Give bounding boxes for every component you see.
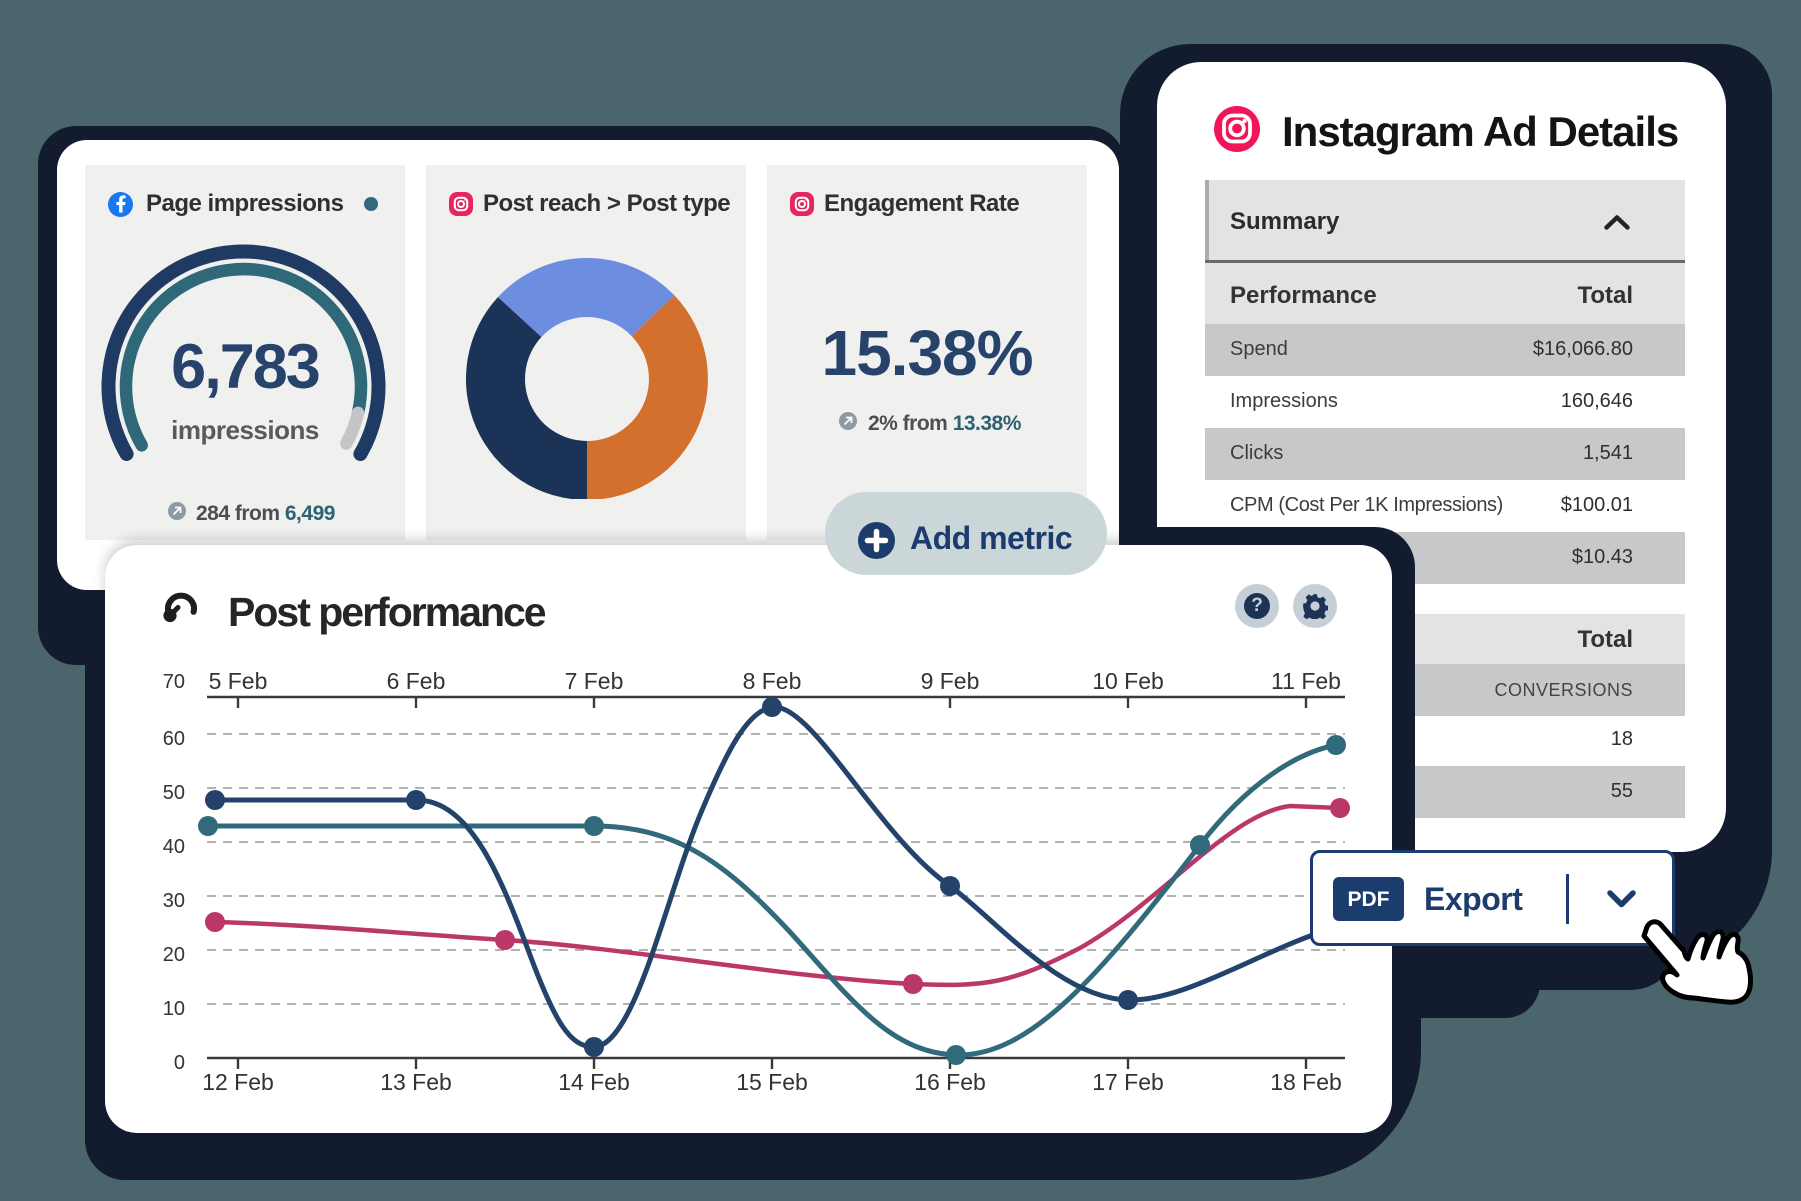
svg-text:0: 0 [174,1052,185,1074]
svg-text:14 Feb: 14 Feb [558,1069,630,1095]
svg-text:5 Feb: 5 Feb [209,668,268,694]
svg-text:16 Feb: 16 Feb [914,1069,986,1095]
svg-text:30: 30 [163,890,185,912]
svg-text:6 Feb: 6 Feb [387,668,446,694]
svg-text:17 Feb: 17 Feb [1092,1069,1164,1095]
svg-text:15 Feb: 15 Feb [736,1069,808,1095]
svg-text:13 Feb: 13 Feb [380,1069,452,1095]
svg-text:8 Feb: 8 Feb [743,668,802,694]
svg-text:18 Feb: 18 Feb [1270,1069,1342,1095]
svg-text:50: 50 [163,782,185,804]
svg-text:10: 10 [163,998,185,1020]
svg-text:20: 20 [163,944,185,966]
svg-text:70: 70 [163,671,185,693]
svg-text:40: 40 [163,836,185,858]
svg-text:7 Feb: 7 Feb [565,668,624,694]
svg-text:11 Feb: 11 Feb [1271,668,1341,694]
svg-text:10 Feb: 10 Feb [1092,668,1164,694]
svg-text:60: 60 [163,728,185,750]
svg-text:9 Feb: 9 Feb [921,668,980,694]
svg-text:12 Feb: 12 Feb [202,1069,274,1095]
